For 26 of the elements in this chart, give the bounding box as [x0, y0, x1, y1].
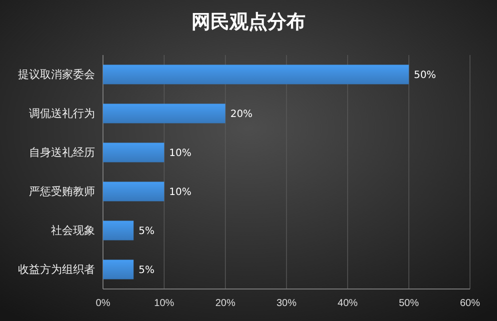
bar [103, 220, 134, 240]
y-tick-label: 自身送礼经历 [29, 146, 95, 160]
data-label: 10% [169, 187, 192, 198]
bar [103, 142, 164, 162]
bar [103, 104, 226, 124]
data-label: 50% [414, 70, 436, 81]
y-tick-label: 严惩受贿教师 [29, 185, 95, 198]
x-tick-label: 10% [154, 298, 174, 310]
y-tick-label: 收益方为组织者 [18, 263, 95, 276]
x-tick-label: 0% [96, 298, 110, 310]
x-tick-label: 20% [215, 298, 236, 310]
x-tick-label: 60% [460, 298, 480, 310]
bar [103, 64, 409, 84]
bar [103, 260, 134, 280]
data-label: 10% [169, 148, 192, 159]
y-tick-label: 提议取消家委会 [18, 68, 95, 82]
data-label: 5% [138, 265, 154, 276]
x-tick-label: 50% [398, 298, 419, 310]
x-tick-label: 30% [276, 298, 297, 310]
chart-title: 网民观点分布 [192, 11, 306, 33]
y-tick-label: 调侃送礼行为 [29, 107, 95, 120]
data-label: 5% [138, 226, 154, 237]
data-label: 20% [230, 109, 253, 120]
y-tick-label: 社会现象 [51, 224, 95, 238]
x-tick-label: 40% [338, 298, 358, 310]
bar [103, 182, 164, 202]
